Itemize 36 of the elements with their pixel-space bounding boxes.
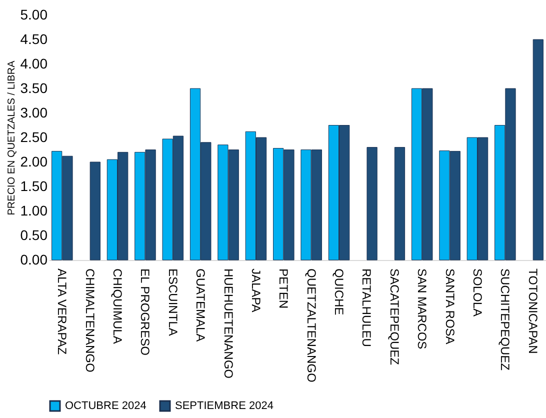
x-tick-label: ALTA VERAPAZ: [55, 268, 70, 355]
y-tick-label: 1.00: [20, 202, 48, 218]
x-tick-label: PETEN: [276, 268, 291, 309]
y-tick-label: 2.50: [20, 129, 48, 145]
y-axis-title: PRECIO EN QUETZALES / LIBRA: [6, 60, 18, 216]
y-tick-label: 0.50: [20, 227, 48, 243]
bar: [394, 147, 406, 260]
y-tick-label: 0.00: [20, 252, 48, 268]
y-tick-label: 2.00: [20, 154, 48, 170]
x-tick-label: GUATEMALA: [194, 268, 208, 342]
x-tick-label: EL PROGRESO: [138, 268, 152, 356]
x-tick-label: SUCHITEPEQUEZ: [498, 268, 512, 371]
bar: [532, 39, 544, 260]
y-tick-label: 3.00: [20, 104, 48, 120]
legend-label: SEPTIEMBRE 2024: [175, 400, 274, 412]
x-tick-label: SAN MARCOS: [415, 268, 430, 350]
y-tick-label: 1.50: [20, 178, 48, 194]
x-tick-label: CHIMALTENANGO: [82, 268, 97, 372]
x-tick-label: JALAPA: [248, 268, 263, 312]
bar: [366, 147, 378, 260]
y-tick-label: 4.00: [20, 56, 48, 72]
y-tick-label: 3.50: [20, 80, 48, 96]
x-tick-label: ESCUINTLA: [166, 268, 180, 336]
x-tick-label: SANTA ROSA: [442, 268, 457, 344]
x-tick-label: CHIQUIMULA: [110, 268, 125, 344]
x-tick-label: SACATEPEQUEZ: [387, 268, 402, 365]
x-tick-label: QUETZALTENANGO: [304, 268, 318, 382]
x-tick-label: QUICHE: [332, 268, 346, 316]
x-tick-label: RETALHULEU: [360, 268, 374, 347]
x-tick-label: TOTONICAPAN: [526, 268, 540, 354]
x-tick-label: SOLOLA: [470, 268, 484, 317]
y-tick-label: 4.50: [20, 31, 48, 47]
bar: [90, 162, 100, 260]
legend-label: OCTUBRE 2024: [65, 400, 146, 412]
x-tick-label: HUEHUETENANGO: [221, 268, 236, 379]
y-tick-label: 5.00: [20, 6, 48, 22]
